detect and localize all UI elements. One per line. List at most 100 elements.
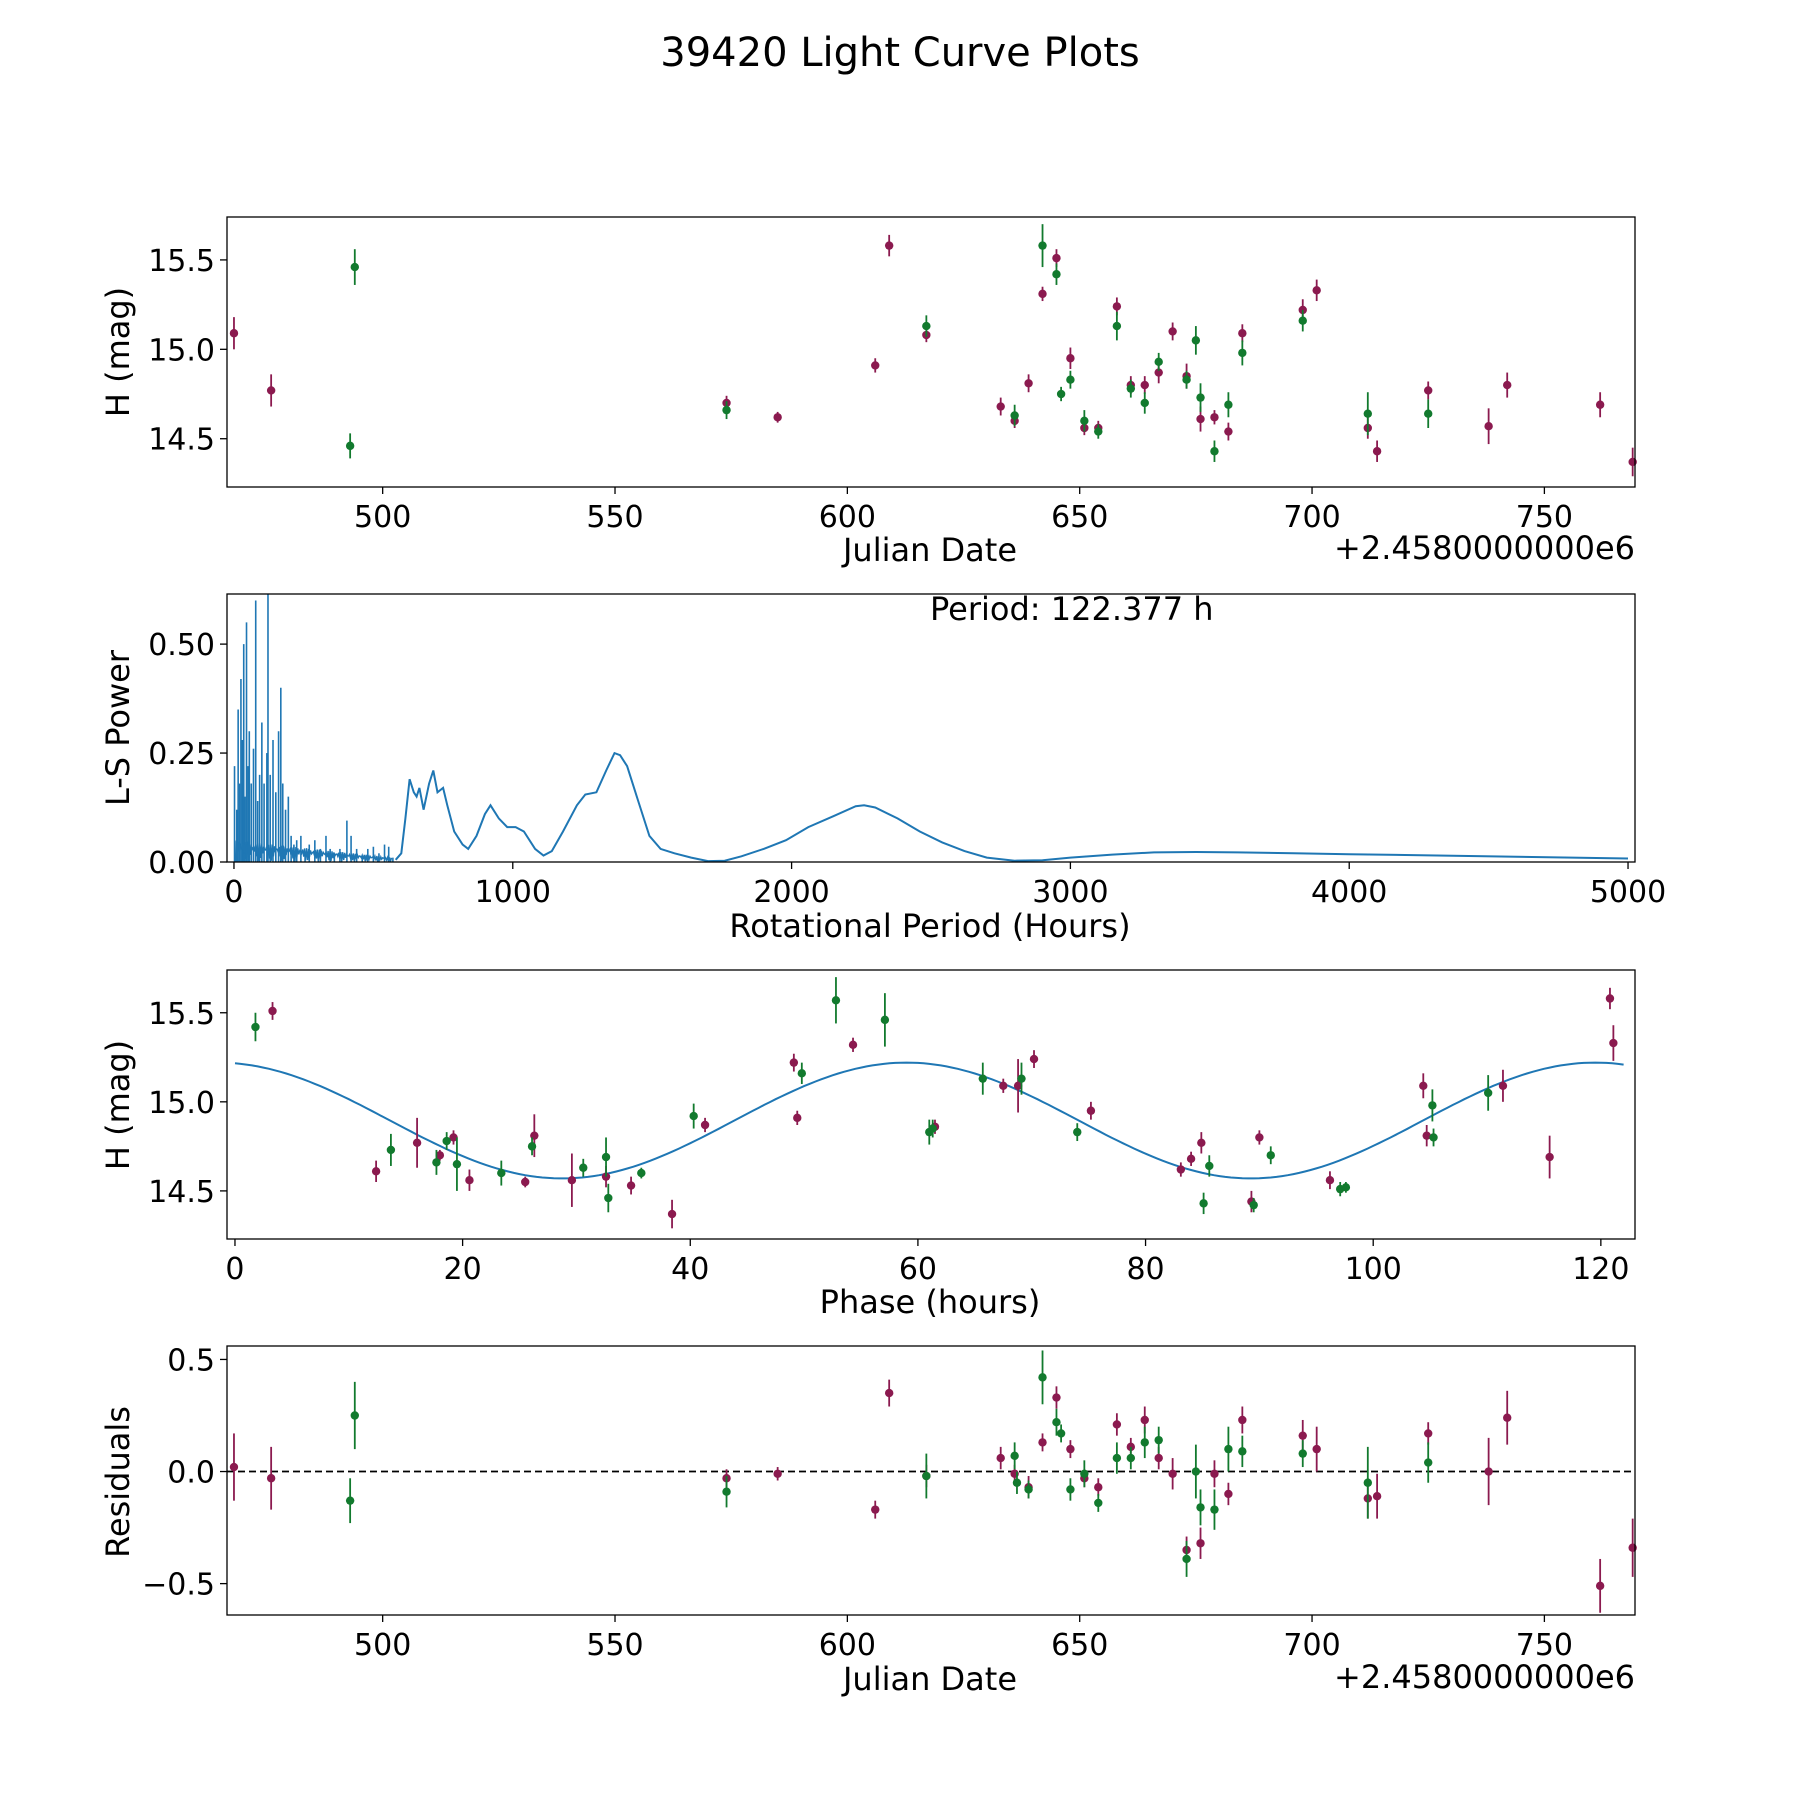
x-tick-label: 700 — [1283, 500, 1340, 535]
periodogram-xlabel: Rotational Period (Hours) — [729, 907, 1130, 945]
residuals-ylabel: Residuals — [99, 1406, 137, 1558]
data-point-r — [1186, 1154, 1196, 1164]
data-point-r — [412, 1138, 422, 1148]
data-point-r — [229, 329, 239, 338]
data-point-g — [1429, 1133, 1438, 1142]
periodogram-frame — [226, 593, 1636, 863]
light-curve-xlabel: Julian Date — [841, 531, 1017, 569]
data-point-r — [1325, 1176, 1335, 1185]
y-tick-label: 0.00 — [148, 846, 215, 881]
data-point-r — [1609, 1038, 1618, 1048]
data-point-r — [773, 1469, 782, 1478]
data-point-g — [1298, 1449, 1307, 1458]
x-tick-label: 600 — [819, 500, 876, 535]
x-tick-label: 500 — [354, 500, 411, 535]
data-point-r — [567, 1176, 577, 1185]
data-point-r — [996, 402, 1005, 411]
data-point-r — [1086, 1106, 1096, 1115]
x-tick-label: 20 — [444, 1252, 482, 1287]
data-point-g — [1298, 316, 1307, 325]
data-point-r — [1140, 380, 1149, 390]
data-point-r — [1112, 1420, 1122, 1429]
data-point-g — [1126, 384, 1136, 393]
data-point-r — [1168, 1469, 1177, 1478]
data-point-r — [1255, 1133, 1264, 1142]
data-point-r — [1196, 414, 1205, 424]
data-point-g — [1210, 1505, 1219, 1514]
data-point-g — [1038, 1373, 1047, 1382]
x-tick-label: 60 — [899, 1252, 937, 1287]
data-point-r — [1503, 380, 1512, 390]
data-point-r — [465, 1176, 474, 1185]
data-point-r — [667, 1209, 677, 1219]
data-point-g — [579, 1163, 588, 1172]
data-point-r — [1545, 1152, 1554, 1162]
data-point-g — [1199, 1199, 1208, 1208]
data-point-g — [497, 1168, 506, 1178]
data-point-r — [449, 1133, 458, 1142]
data-point-g — [1056, 1429, 1066, 1438]
x-tick-label: 750 — [1516, 1628, 1573, 1663]
data-point-g — [527, 1142, 537, 1151]
data-point-g — [350, 262, 359, 272]
data-point-r — [266, 386, 276, 395]
x-tick-label: 600 — [819, 1628, 876, 1663]
data-point-g — [604, 1193, 613, 1203]
data-point-g — [1080, 416, 1089, 426]
data-point-r — [793, 1113, 802, 1123]
data-point-g — [1140, 398, 1149, 408]
data-point-g — [1080, 1469, 1089, 1478]
data-point-g — [1238, 348, 1247, 358]
data-point-g — [1249, 1200, 1258, 1210]
data-point-r — [1038, 1438, 1047, 1447]
x-tick-label: 100 — [1345, 1252, 1402, 1287]
data-point-r — [1013, 1081, 1023, 1090]
data-point-r — [996, 1453, 1005, 1463]
data-point-g — [722, 405, 731, 415]
data-point-g — [432, 1158, 441, 1167]
data-point-g — [345, 1496, 355, 1505]
data-point-r — [1484, 422, 1493, 431]
data-point-g — [1205, 1161, 1214, 1171]
data-point-g — [689, 1111, 698, 1121]
data-point-g — [1056, 389, 1066, 399]
data-point-r — [266, 1474, 276, 1483]
data-point-r — [521, 1177, 530, 1187]
data-point-g — [1073, 1127, 1082, 1137]
data-point-g — [601, 1152, 611, 1162]
x-tick-label: 700 — [1283, 1628, 1340, 1663]
data-point-g — [442, 1136, 451, 1146]
panel-periodogram: 0 1000 2000 3000 4000 5000 0.00 0.25 0.50 Period… — [99, 590, 1666, 945]
x-tick-label: 750 — [1516, 500, 1573, 535]
data-point-r — [1503, 1413, 1512, 1422]
data-point-r — [1224, 427, 1233, 436]
data-point-g — [1094, 1498, 1103, 1508]
data-point-r — [1024, 379, 1033, 388]
data-point-r — [848, 1040, 858, 1050]
data-point-g — [1191, 1467, 1201, 1476]
data-point-g — [1196, 393, 1205, 402]
data-point-r — [1312, 286, 1321, 295]
data-point-r — [1238, 329, 1247, 338]
data-point-g — [880, 1015, 890, 1025]
data-point-g — [1052, 270, 1061, 279]
data-point-r — [773, 413, 782, 422]
data-point-r — [1372, 1491, 1382, 1501]
data-point-r — [789, 1058, 799, 1067]
data-point-g — [978, 1074, 987, 1083]
x-tick-label: 4000 — [1311, 875, 1387, 910]
data-point-r — [1029, 1054, 1039, 1064]
y-tick-label: 15.5 — [148, 997, 215, 1032]
x-tick-label: 80 — [1126, 1252, 1164, 1287]
data-point-g — [1363, 409, 1373, 418]
panel-light-curve: 500 550 600 650 700 750 14.5 15.0 15.5 Julian Da… — [99, 216, 1637, 569]
residuals-frame — [226, 1345, 1636, 1616]
x-tick-label: 0 — [224, 875, 243, 910]
data-point-g — [1210, 447, 1219, 456]
data-point-r — [1224, 1489, 1233, 1499]
data-point-r — [1210, 413, 1219, 422]
data-point-g — [1238, 1447, 1247, 1456]
data-point-g — [1017, 1074, 1026, 1083]
figure-title: 39420 Light Curve Plots — [660, 30, 1139, 76]
